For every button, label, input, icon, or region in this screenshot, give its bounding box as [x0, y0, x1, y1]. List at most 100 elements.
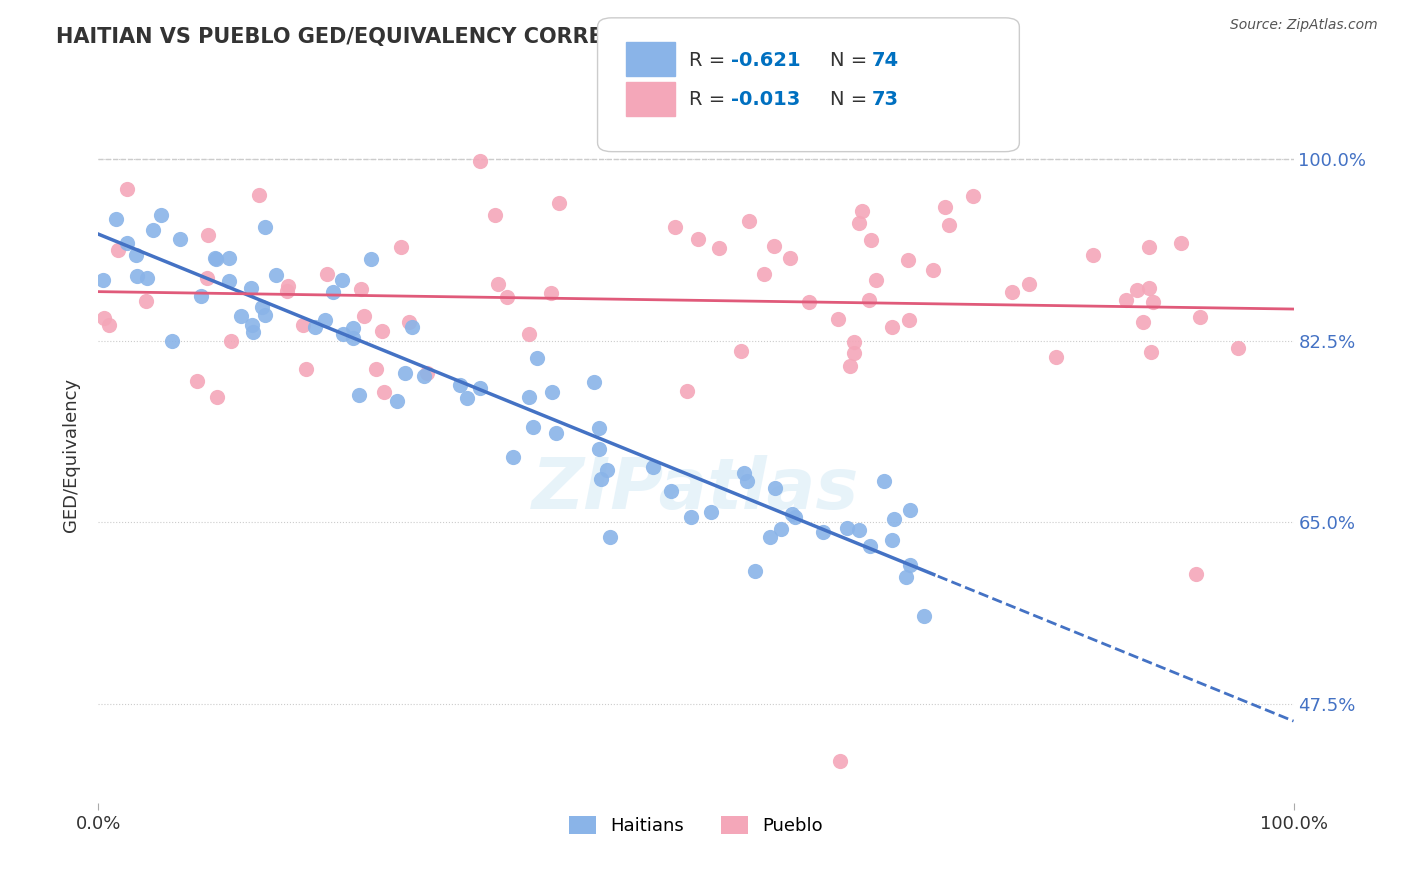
Point	[277, 279, 299, 293]
Point	[496, 290, 519, 304]
Point	[322, 285, 344, 300]
Point	[125, 247, 148, 261]
Point	[547, 196, 569, 211]
Point	[330, 273, 353, 287]
Point	[733, 467, 755, 481]
Point	[1001, 285, 1024, 299]
Point	[366, 362, 388, 376]
Point	[240, 318, 263, 333]
Point	[93, 310, 115, 325]
Point	[484, 208, 506, 222]
Point	[828, 754, 851, 768]
Point	[1045, 350, 1067, 364]
Point	[582, 375, 605, 389]
Point	[797, 295, 820, 310]
Point	[1018, 277, 1040, 291]
Text: HAITIAN VS PUEBLO GED/EQUIVALENCY CORRELATION CHART: HAITIAN VS PUEBLO GED/EQUIVALENCY CORREL…	[56, 27, 773, 46]
Point	[1139, 345, 1161, 359]
Point	[858, 293, 880, 307]
Point	[135, 294, 157, 309]
Point	[264, 268, 287, 282]
Point	[865, 273, 887, 287]
Point	[242, 325, 264, 339]
Point	[679, 510, 702, 524]
Point	[197, 270, 219, 285]
Text: -0.621: -0.621	[731, 51, 801, 70]
Point	[1126, 283, 1149, 297]
Point	[98, 318, 121, 332]
Point	[844, 335, 866, 350]
Point	[468, 153, 491, 168]
Point	[883, 512, 905, 526]
Point	[737, 213, 759, 227]
Point	[588, 442, 610, 456]
Point	[1142, 294, 1164, 309]
Point	[1137, 281, 1160, 295]
Text: R =: R =	[689, 90, 731, 110]
Point	[588, 421, 610, 435]
Text: ZIPatlas: ZIPatlas	[533, 455, 859, 524]
Point	[526, 351, 548, 365]
Point	[314, 313, 336, 327]
Point	[848, 523, 870, 537]
Point	[851, 204, 873, 219]
Point	[540, 285, 562, 300]
Point	[347, 388, 370, 402]
Point	[896, 570, 918, 584]
Text: N =: N =	[830, 51, 866, 70]
Point	[880, 319, 903, 334]
Point	[304, 319, 326, 334]
Point	[486, 277, 509, 292]
Point	[517, 390, 540, 404]
Point	[912, 608, 935, 623]
Point	[342, 331, 364, 345]
Point	[389, 240, 412, 254]
Point	[1132, 315, 1154, 329]
Point	[758, 531, 780, 545]
Point	[859, 539, 882, 553]
Point	[1170, 235, 1192, 250]
Point	[169, 232, 191, 246]
Point	[276, 284, 298, 298]
Point	[142, 223, 165, 237]
Point	[398, 315, 420, 329]
Text: 73: 73	[872, 90, 898, 110]
Point	[763, 239, 786, 253]
Text: -0.013: -0.013	[731, 90, 800, 110]
Point	[394, 366, 416, 380]
Point	[688, 232, 710, 246]
Point	[664, 219, 686, 234]
Point	[544, 426, 567, 441]
Point	[522, 420, 544, 434]
Point	[107, 243, 129, 257]
Point	[416, 366, 439, 380]
Point	[1227, 341, 1250, 355]
Point	[221, 334, 243, 349]
Point	[827, 311, 849, 326]
Point	[218, 274, 240, 288]
Point	[921, 262, 943, 277]
Point	[1115, 293, 1137, 307]
Point	[641, 460, 664, 475]
Point	[897, 313, 920, 327]
Point	[218, 251, 240, 265]
Point	[1081, 248, 1104, 262]
Point	[249, 187, 271, 202]
Point	[659, 484, 682, 499]
Point	[373, 384, 395, 399]
Point	[186, 374, 208, 388]
Point	[934, 200, 956, 214]
Point	[962, 189, 984, 203]
Point	[316, 268, 339, 282]
Point	[332, 327, 354, 342]
Text: R =: R =	[689, 51, 731, 70]
Point	[295, 362, 318, 376]
Point	[882, 533, 904, 548]
Point	[239, 281, 262, 295]
Point	[541, 385, 564, 400]
Point	[1184, 567, 1206, 582]
Point	[502, 450, 524, 465]
Point	[735, 474, 758, 488]
Point	[204, 251, 226, 265]
Point	[253, 220, 276, 235]
